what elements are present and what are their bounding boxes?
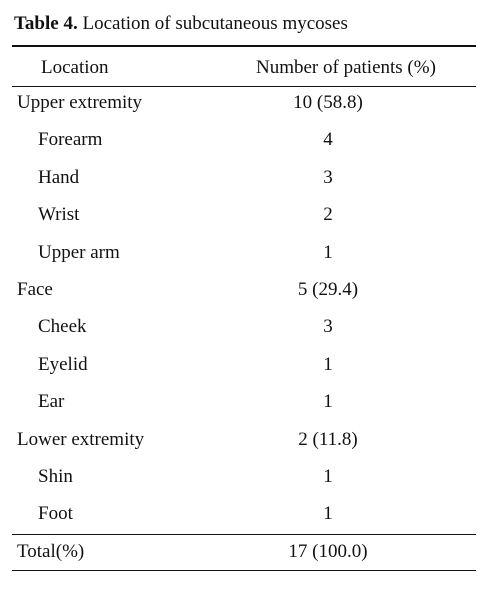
row-patients: 3: [323, 167, 333, 188]
table-title: Table 4. Location of subcutaneous mycose…: [14, 12, 348, 36]
header-rule: [12, 86, 476, 87]
row-patients: 1: [323, 354, 333, 375]
row-patients: 1: [323, 466, 333, 487]
row-location: Face: [17, 279, 53, 300]
row-patients: 1: [323, 242, 333, 263]
bottom-rule: [12, 570, 476, 571]
row-patients: 5 (29.4): [297, 279, 359, 300]
row-location: Cheek: [38, 316, 87, 337]
row-location: Eyelid: [38, 354, 88, 375]
row-patients: 2: [323, 204, 333, 225]
row-patients: 10 (58.8): [293, 92, 363, 113]
row-patients: 4: [323, 129, 333, 150]
row-location: Ear: [38, 391, 65, 412]
total-label: Total(%): [17, 541, 85, 562]
row-location: Shin: [38, 466, 73, 487]
row-patients: 1: [323, 503, 333, 524]
header-location: Location: [41, 57, 109, 78]
table-caption: Location of subcutaneous mycoses: [82, 13, 348, 34]
total-value: 17 (100.0): [288, 541, 368, 562]
row-location: Lower extremity: [17, 429, 145, 450]
row-location: Upper arm: [38, 242, 120, 263]
row-patients: 2 (11.8): [298, 429, 358, 450]
row-location: Upper extremity: [17, 92, 143, 113]
total-rule: [12, 534, 476, 535]
row-location: Forearm: [38, 129, 103, 150]
table-label: Table 4.: [14, 13, 78, 34]
header-number-of-patients: Number of patients (%): [256, 57, 436, 78]
row-patients: 1: [323, 391, 333, 412]
row-patients: 3: [323, 316, 333, 337]
row-location: Hand: [38, 167, 80, 188]
row-location: Foot: [38, 503, 73, 524]
top-rule: [12, 45, 476, 47]
row-location: Wrist: [38, 204, 80, 225]
